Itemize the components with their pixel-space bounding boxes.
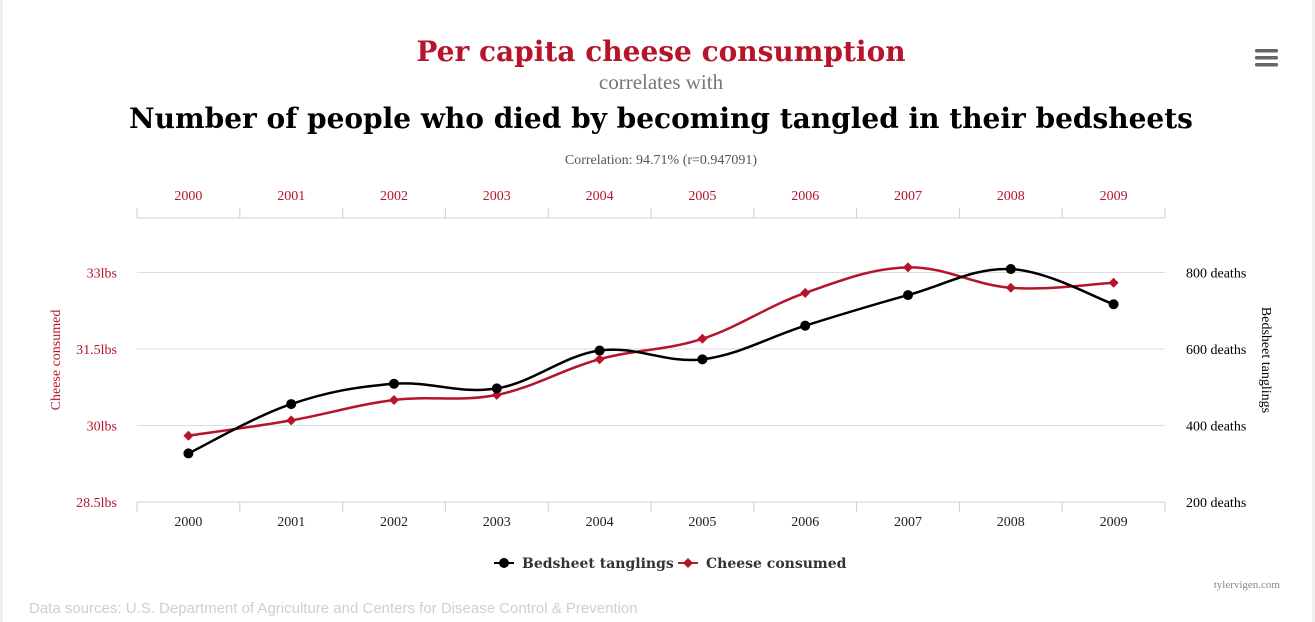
data-point-bedsheet[interactable] (594, 345, 605, 356)
series-line-bedsheet (187, 267, 1115, 455)
bottom-x-tick-label: 2006 (791, 515, 819, 530)
left-y-tick-label: 28.5lbs (76, 496, 117, 511)
legend-diamond-marker-icon (683, 558, 693, 568)
data-point-cheese[interactable] (903, 262, 913, 273)
top-x-tick-label: 2000 (174, 189, 202, 204)
bottom-x-tick-label: 2007 (894, 515, 922, 530)
correlation-label: Correlation: 94.71% (r=0.947091) (565, 153, 758, 168)
top-x-tick-label: 2009 (1100, 189, 1128, 204)
data-point-bedsheet[interactable] (903, 290, 913, 301)
legend-item-bedsheet[interactable]: Bedsheet tanglings (494, 556, 674, 572)
site-credit[interactable]: tylervigen.com (1214, 579, 1281, 591)
data-point-bedsheet[interactable] (491, 383, 502, 394)
bottom-x-tick-label: 2004 (586, 515, 614, 530)
data-point-bedsheet[interactable] (389, 378, 399, 389)
top-x-tick-label: 2001 (277, 189, 305, 204)
top-x-tick-label: 2002 (380, 189, 408, 204)
top-x-tick-label: 2007 (894, 189, 922, 204)
series-markers (183, 262, 1119, 459)
bottom-x-tick-label: 2002 (380, 515, 408, 530)
bottom-x-tick-label: 2009 (1100, 515, 1128, 530)
data-point-cheese[interactable] (594, 354, 605, 365)
top-x-tick-label: 2008 (997, 189, 1025, 204)
legend: Bedsheet tanglings Cheese consumed (494, 556, 847, 572)
chart-title-primary: Per capita cheese consumption (416, 35, 905, 68)
left-y-tick-label: 33lbs (87, 267, 117, 282)
data-point-bedsheet[interactable] (1108, 299, 1119, 310)
legend-circle-marker-icon (499, 558, 509, 568)
bottom-x-tick-label: 2001 (277, 515, 305, 530)
data-sources: Data sources: U.S. Department of Agricul… (29, 600, 638, 617)
chart-title-secondary: Number of people who died by becoming ta… (129, 102, 1193, 135)
data-point-bedsheet[interactable] (183, 448, 194, 459)
data-point-cheese[interactable] (389, 395, 399, 405)
data-point-bedsheet[interactable] (1005, 264, 1016, 275)
data-point-cheese[interactable] (183, 430, 194, 441)
bottom-x-tick-label: 2005 (688, 515, 716, 530)
right-y-tick-label: 600 deaths (1186, 343, 1246, 358)
left-axis-title: Cheese consumed (49, 310, 64, 411)
data-point-cheese[interactable] (1108, 277, 1119, 288)
chart-title-connector: correlates with (599, 70, 724, 94)
data-point-cheese[interactable] (1005, 282, 1016, 293)
series-line-cheese (188, 266, 1114, 437)
page-edge-left (0, 0, 3, 622)
right-axis-title: Bedsheet tanglings (1258, 307, 1273, 413)
top-x-tick-label: 2004 (586, 189, 614, 204)
legend-label-bedsheet: Bedsheet tanglings (522, 556, 674, 572)
data-point-bedsheet[interactable] (286, 399, 297, 410)
bottom-x-tick-label: 2003 (483, 515, 511, 530)
data-point-bedsheet[interactable] (800, 320, 811, 331)
top-x-tick-label: 2003 (483, 189, 511, 204)
legend-item-cheese[interactable]: Cheese consumed (678, 556, 847, 572)
data-point-cheese[interactable] (800, 287, 811, 298)
data-point-bedsheet[interactable] (697, 354, 708, 365)
axes: 2000 2000 2001 2001 2002 2002 2003 2003 2004 2004… (76, 189, 1246, 530)
legend-label-cheese: Cheese consumed (706, 556, 847, 572)
left-y-tick-label: 30lbs (87, 420, 117, 435)
series-lines (187, 266, 1115, 455)
bottom-x-tick-label: 2000 (174, 515, 202, 530)
left-y-tick-label: 31.5lbs (76, 343, 117, 358)
data-point-cheese[interactable] (697, 333, 708, 344)
top-x-tick-label: 2005 (688, 189, 716, 204)
hamburger-menu-icon[interactable] (1248, 44, 1286, 74)
data-point-cheese[interactable] (286, 415, 297, 426)
right-y-tick-label: 200 deaths (1186, 496, 1246, 511)
bottom-x-tick-label: 2008 (997, 515, 1025, 530)
right-y-tick-label: 800 deaths (1186, 267, 1246, 282)
right-y-tick-label: 400 deaths (1186, 420, 1246, 435)
page-edge-right (1312, 0, 1315, 622)
top-x-tick-label: 2006 (791, 189, 819, 204)
